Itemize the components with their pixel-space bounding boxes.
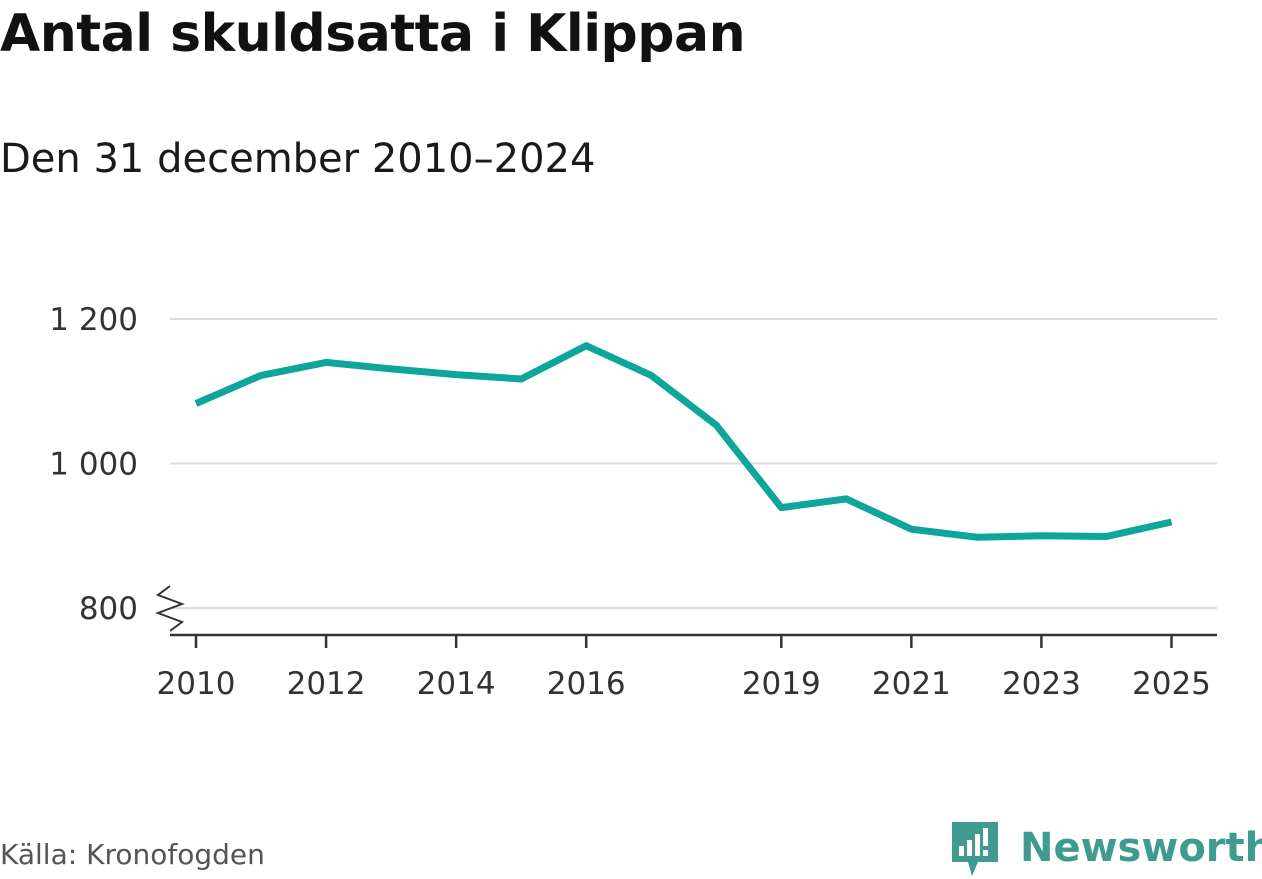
x-tick-label: 2021 [872,666,951,702]
x-tick-label: 2025 [1132,666,1211,702]
x-tick-label: 2023 [1002,666,1081,702]
y-tick-label: 1 000 [49,447,138,483]
series-line-0 [194,342,1173,541]
x-tick-label: 2012 [287,666,366,702]
x-tick-label: 2016 [547,666,626,702]
chart-title: Antal skuldsatta i Klippan [0,4,746,64]
chart-subtitle: Den 31 december 2010–2024 [0,136,596,182]
x-tick-label: 2019 [742,666,821,702]
x-tick-label: 2014 [417,666,496,702]
newsworthy-logo-icon [952,822,998,876]
source-note: Källa: Kronofogden [0,838,265,871]
brand-logo: Newsworthy [950,818,1262,878]
y-tick-label: 800 [79,591,138,627]
y-tick-label: 1 200 [49,302,138,338]
y-axis-break-icon [155,585,185,632]
brand-name: Newsworthy [1020,825,1262,871]
x-tick-label: 2010 [157,666,236,702]
